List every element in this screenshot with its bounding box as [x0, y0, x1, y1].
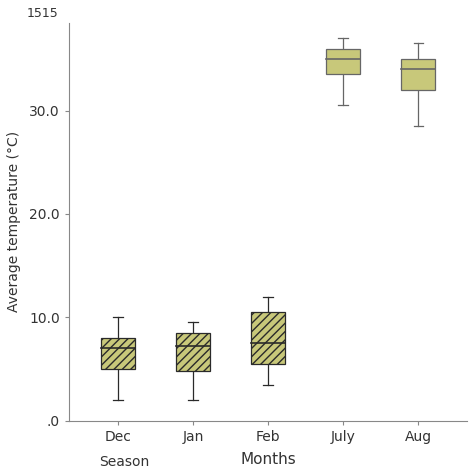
Bar: [326, 48, 360, 74]
Y-axis label: Average temperature (°C): Average temperature (°C): [7, 131, 21, 312]
Text: Season: Season: [100, 455, 150, 469]
X-axis label: Months: Months: [240, 452, 296, 467]
Bar: [176, 333, 210, 371]
Bar: [101, 338, 135, 369]
Bar: [401, 59, 435, 90]
Text: 1515: 1515: [26, 7, 58, 20]
Bar: [251, 312, 285, 364]
